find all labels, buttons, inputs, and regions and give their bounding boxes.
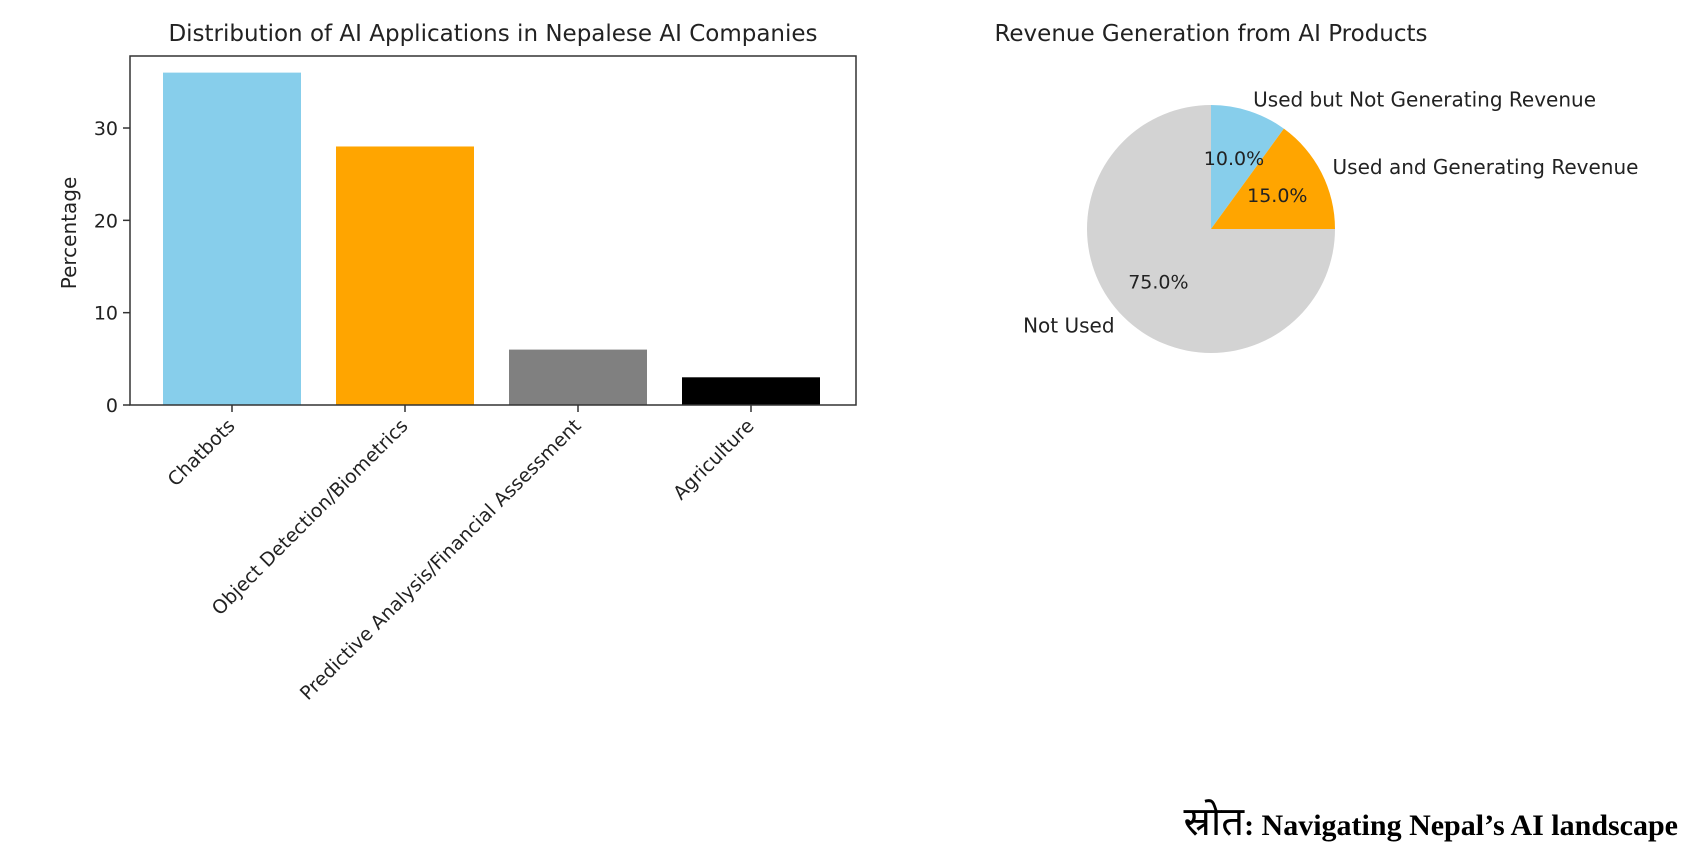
- source-text: : Navigating Nepal’s AI landscape: [1244, 809, 1678, 842]
- pie-percent-label: 75.0%: [1128, 272, 1188, 294]
- pie-slice-1: [1211, 128, 1335, 229]
- bar-2: [509, 349, 647, 405]
- y-tick-label: 20: [94, 210, 118, 232]
- pie-percent-label: 10.0%: [1204, 148, 1264, 170]
- pie-slice-0: [1211, 105, 1284, 229]
- pie-slice-2: [1087, 105, 1335, 353]
- source-note: स्रोत: Navigating Nepal’s AI landscape: [1183, 792, 1678, 847]
- pie-category-label: Used and Generating Revenue: [1333, 155, 1639, 179]
- bar-chart: Distribution of AI Applications in Nepal…: [57, 21, 857, 705]
- y-tick-label: 10: [94, 303, 118, 325]
- y-tick-label: 30: [94, 118, 118, 140]
- bar-marks: [163, 72, 820, 405]
- bar-3: [682, 377, 820, 405]
- y-axis-label: Percentage: [57, 177, 81, 290]
- bar-0: [163, 72, 301, 405]
- pie-chart: Revenue Generation from AI Products 10.0…: [994, 21, 1638, 353]
- bar-1: [336, 146, 474, 405]
- plot-frame: [129, 55, 857, 406]
- x-tick-label: Chatbots: [164, 415, 240, 491]
- pie-percent-label: 15.0%: [1247, 185, 1307, 207]
- x-tick-label: Object Detection/Biometrics: [208, 415, 413, 620]
- pie-category-label: Used but Not Generating Revenue: [1253, 87, 1596, 111]
- x-tick-label: Predictive Analysis/Financial Assessment: [296, 415, 586, 705]
- pie-chart-title: Revenue Generation from AI Products: [994, 21, 1427, 47]
- x-tick-label: Agriculture: [669, 415, 758, 504]
- pie-labels: 10.0% Used but Not Generating Revenue 15.0…: [1023, 87, 1638, 337]
- pie-slices: [1087, 105, 1335, 353]
- bar-chart-title: Distribution of AI Applications in Nepal…: [168, 21, 817, 47]
- pie-category-label: Not Used: [1023, 313, 1114, 337]
- y-tick-label: 0: [106, 395, 118, 417]
- source-prefix: स्रोत: [1183, 799, 1245, 845]
- y-axis-ticks: 0 10 20 30: [94, 118, 130, 417]
